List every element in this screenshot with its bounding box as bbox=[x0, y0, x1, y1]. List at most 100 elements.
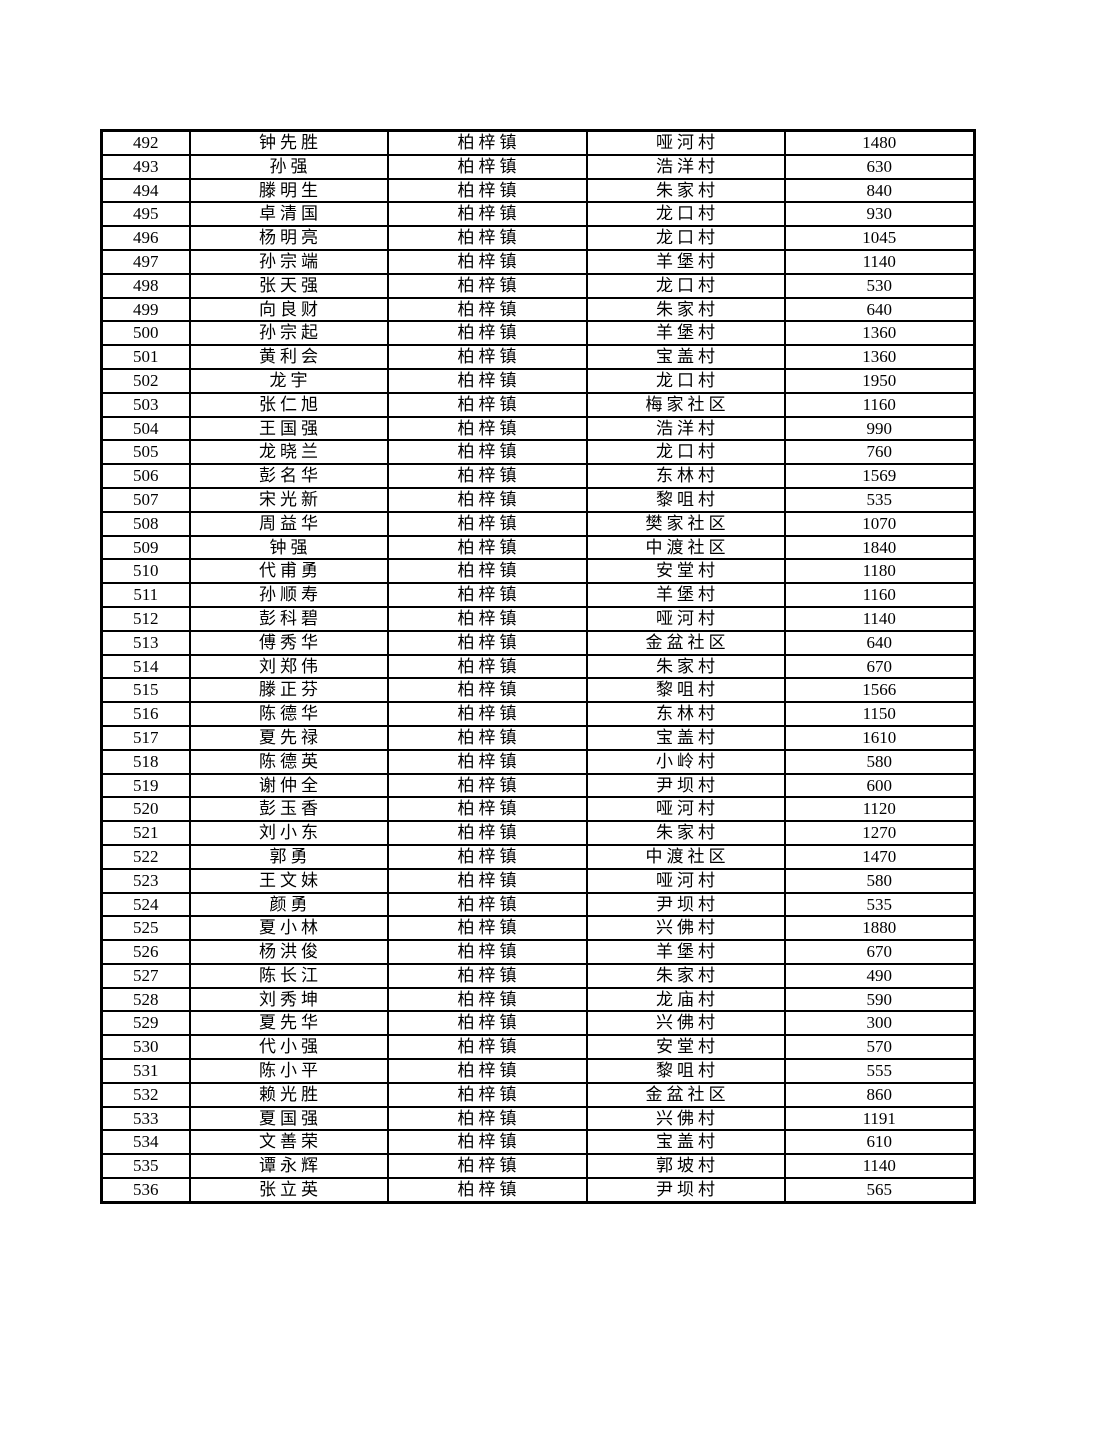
person-name-cell: 夏小林 bbox=[188, 915, 389, 942]
person-name-cell: 黄利会 bbox=[188, 344, 389, 370]
amount-cell: 1070 bbox=[783, 510, 976, 537]
village-cell: 朱家村 bbox=[585, 962, 786, 989]
table-row: 515 滕正芬 柏梓镇 黎咀村 1566 bbox=[100, 677, 976, 704]
person-name-cell: 赖光胜 bbox=[188, 1081, 389, 1108]
village-cell: 郭坡村 bbox=[585, 1153, 786, 1180]
village-cell: 浩洋村 bbox=[585, 153, 786, 180]
table-row: 503 张仁旭 柏梓镇 梅家社区 1160 bbox=[100, 391, 976, 418]
town-cell: 柏梓镇 bbox=[386, 605, 588, 632]
village-cell: 羊堡村 bbox=[585, 320, 786, 347]
village-cell: 哑河村 bbox=[585, 129, 786, 156]
person-name-cell: 杨洪俊 bbox=[188, 939, 389, 965]
serial-number-cell: 496 bbox=[100, 225, 191, 251]
village-cell: 金盆社区 bbox=[585, 1081, 786, 1108]
table-row: 510 代甫勇 柏梓镇 安堂村 1180 bbox=[100, 558, 976, 585]
amount-cell: 570 bbox=[783, 1034, 976, 1061]
table-row: 529 夏先华 柏梓镇 兴佛村 300 bbox=[100, 1010, 976, 1037]
town-cell: 柏梓镇 bbox=[386, 1081, 588, 1108]
village-cell: 金盆社区 bbox=[585, 629, 786, 656]
table-row: 518 陈德英 柏梓镇 小岭村 580 bbox=[100, 748, 976, 775]
amount-cell: 590 bbox=[783, 986, 976, 1013]
village-cell: 哑河村 bbox=[585, 796, 786, 823]
table-row: 507 宋光新 柏梓镇 黎咀村 535 bbox=[100, 486, 976, 513]
person-name-cell: 向良财 bbox=[188, 296, 389, 323]
serial-number-cell: 520 bbox=[100, 796, 191, 823]
serial-number-cell: 503 bbox=[100, 391, 191, 418]
table-row: 519 谢仲全 柏梓镇 尹坝村 600 bbox=[100, 772, 976, 799]
amount-cell: 535 bbox=[783, 486, 976, 513]
table-row: 497 孙宗端 柏梓镇 羊堡村 1140 bbox=[100, 248, 976, 275]
person-name-cell: 陈长江 bbox=[188, 962, 389, 989]
village-cell: 安堂村 bbox=[585, 558, 786, 585]
amount-cell: 1880 bbox=[783, 915, 976, 942]
table-row: 500 孙宗起 柏梓镇 羊堡村 1360 bbox=[100, 320, 976, 347]
town-cell: 柏梓镇 bbox=[386, 344, 588, 370]
serial-number-cell: 514 bbox=[100, 653, 191, 680]
village-cell: 龙口村 bbox=[585, 367, 786, 394]
village-cell: 东林村 bbox=[585, 701, 786, 727]
village-cell: 龙口村 bbox=[585, 272, 786, 299]
serial-number-cell: 525 bbox=[100, 915, 191, 942]
table-row: 513 傅秀华 柏梓镇 金盆社区 640 bbox=[100, 629, 976, 656]
village-cell: 龙口村 bbox=[585, 201, 786, 228]
amount-cell: 300 bbox=[783, 1010, 976, 1037]
serial-number-cell: 497 bbox=[100, 248, 191, 275]
village-cell: 朱家村 bbox=[585, 653, 786, 680]
amount-cell: 1160 bbox=[783, 582, 976, 608]
person-name-cell: 文善荣 bbox=[188, 1129, 389, 1156]
person-name-cell: 张立英 bbox=[188, 1177, 389, 1204]
serial-number-cell: 523 bbox=[100, 867, 191, 894]
village-cell: 朱家村 bbox=[585, 177, 786, 204]
table-row: 526 杨洪俊 柏梓镇 羊堡村 670 bbox=[100, 939, 976, 965]
town-cell: 柏梓镇 bbox=[386, 796, 588, 823]
person-name-cell: 孙顺寿 bbox=[188, 582, 389, 608]
person-name-cell: 龙宇 bbox=[188, 367, 389, 394]
amount-cell: 535 bbox=[783, 891, 976, 918]
serial-number-cell: 518 bbox=[100, 748, 191, 775]
village-cell: 羊堡村 bbox=[585, 582, 786, 608]
table-row: 509 钟强 柏梓镇 中渡社区 1840 bbox=[100, 534, 976, 561]
village-cell: 哑河村 bbox=[585, 867, 786, 894]
table-row: 511 孙顺寿 柏梓镇 羊堡村 1160 bbox=[100, 582, 976, 608]
town-cell: 柏梓镇 bbox=[386, 986, 588, 1013]
amount-cell: 1480 bbox=[783, 129, 976, 156]
town-cell: 柏梓镇 bbox=[386, 367, 588, 394]
person-name-cell: 孙宗起 bbox=[188, 320, 389, 347]
serial-number-cell: 522 bbox=[100, 843, 191, 870]
town-cell: 柏梓镇 bbox=[386, 320, 588, 347]
village-cell: 羊堡村 bbox=[585, 248, 786, 275]
amount-cell: 1840 bbox=[783, 534, 976, 561]
town-cell: 柏梓镇 bbox=[386, 272, 588, 299]
table-row: 520 彭玉香 柏梓镇 哑河村 1120 bbox=[100, 796, 976, 823]
person-name-cell: 杨明亮 bbox=[188, 225, 389, 251]
town-cell: 柏梓镇 bbox=[386, 915, 588, 942]
person-name-cell: 钟强 bbox=[188, 534, 389, 561]
amount-cell: 1160 bbox=[783, 391, 976, 418]
town-cell: 柏梓镇 bbox=[386, 1177, 588, 1204]
village-cell: 樊家社区 bbox=[585, 510, 786, 537]
person-name-cell: 刘秀坤 bbox=[188, 986, 389, 1013]
serial-number-cell: 502 bbox=[100, 367, 191, 394]
town-cell: 柏梓镇 bbox=[386, 867, 588, 894]
table-row: 496 杨明亮 柏梓镇 龙口村 1045 bbox=[100, 225, 976, 251]
village-cell: 宝盖村 bbox=[585, 724, 786, 751]
serial-number-cell: 529 bbox=[100, 1010, 191, 1037]
town-cell: 柏梓镇 bbox=[386, 153, 588, 180]
person-name-cell: 滕明生 bbox=[188, 177, 389, 204]
person-name-cell: 张仁旭 bbox=[188, 391, 389, 418]
town-cell: 柏梓镇 bbox=[386, 820, 588, 846]
town-cell: 柏梓镇 bbox=[386, 415, 588, 442]
serial-number-cell: 505 bbox=[100, 439, 191, 466]
table-row: 501 黄利会 柏梓镇 宝盖村 1360 bbox=[100, 344, 976, 370]
town-cell: 柏梓镇 bbox=[386, 558, 588, 585]
town-cell: 柏梓镇 bbox=[386, 748, 588, 775]
village-cell: 尹坝村 bbox=[585, 1177, 786, 1204]
serial-number-cell: 534 bbox=[100, 1129, 191, 1156]
person-name-cell: 王国强 bbox=[188, 415, 389, 442]
village-cell: 尹坝村 bbox=[585, 891, 786, 918]
town-cell: 柏梓镇 bbox=[386, 486, 588, 513]
table-row: 506 彭名华 柏梓镇 东林村 1569 bbox=[100, 463, 976, 489]
person-name-cell: 谭永辉 bbox=[188, 1153, 389, 1180]
village-cell: 龙口村 bbox=[585, 439, 786, 466]
person-name-cell: 陈德华 bbox=[188, 701, 389, 727]
